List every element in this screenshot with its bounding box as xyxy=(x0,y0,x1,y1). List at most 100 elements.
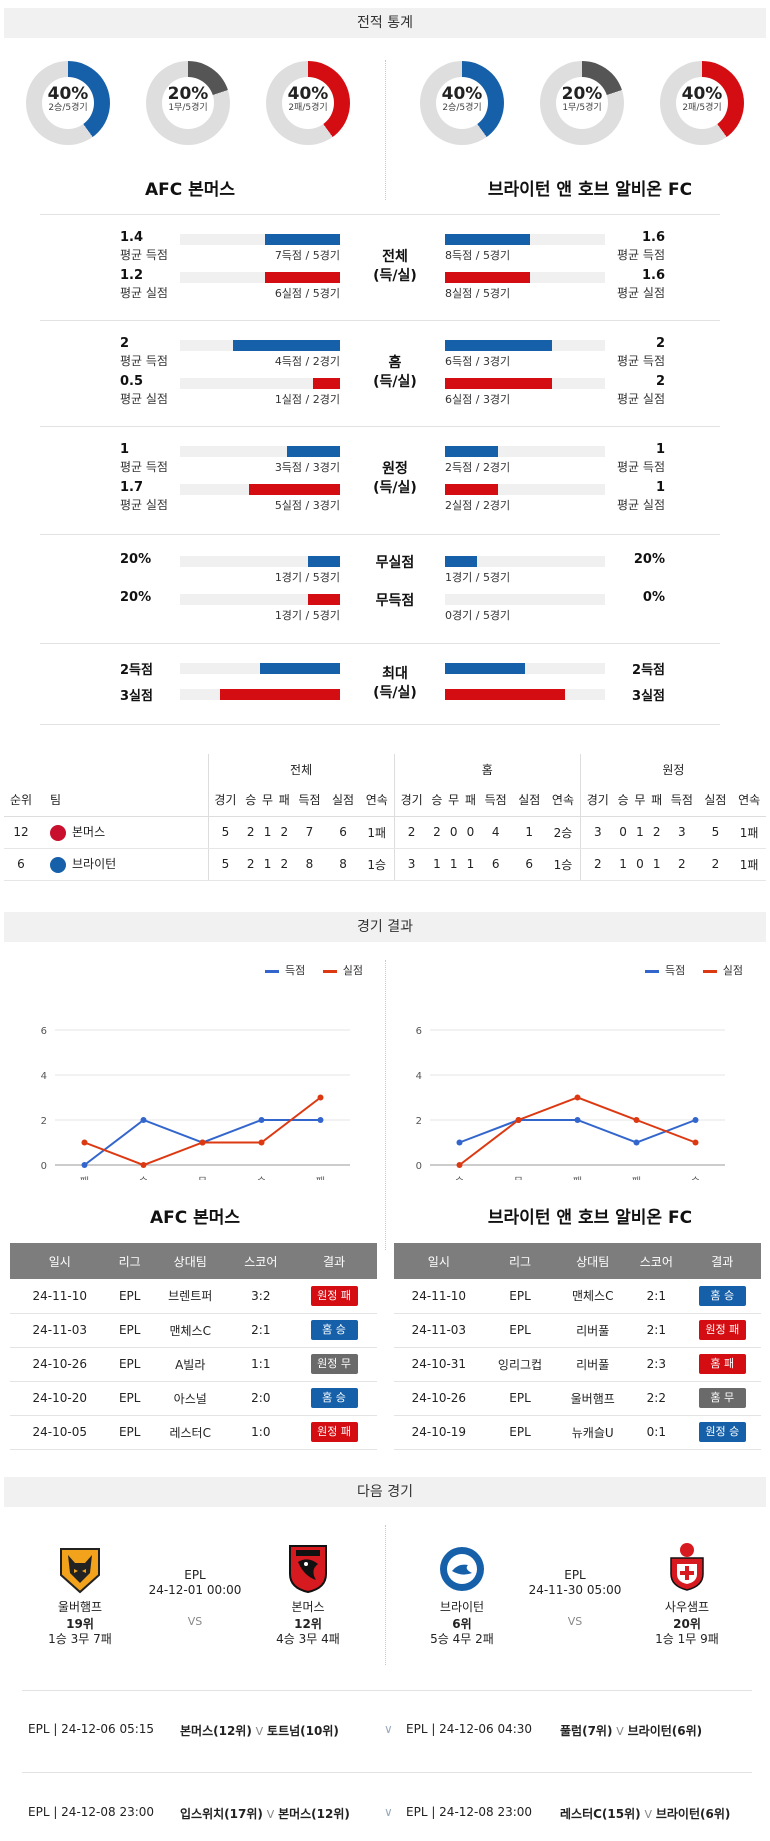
standings-cell: 2 xyxy=(242,816,260,849)
schedule-away: 본머스(12위) xyxy=(278,1807,350,1821)
stats-section-title: 전적 통계 xyxy=(4,8,766,38)
donut-center: 20% 1무/5경기 xyxy=(556,77,608,129)
standings-col-header: 무 xyxy=(631,784,649,817)
result-row[interactable]: 24-10-31 잉리그컵 리버풀 2:3 홈 패 xyxy=(394,1347,761,1382)
right-stat-bar xyxy=(445,272,530,283)
result-cell: 홈 승 xyxy=(291,1381,377,1416)
schedule-vs: V xyxy=(266,1808,275,1821)
right-away-name: 사우샘프 xyxy=(664,1600,710,1614)
left-stat-bar xyxy=(308,594,340,605)
y-tick-label: 2 xyxy=(41,1116,47,1127)
result-date: 24-10-19 xyxy=(394,1415,484,1450)
right-stat-label: 평균 실점 xyxy=(617,286,665,300)
standings-cell: 2 xyxy=(648,816,666,849)
result-row[interactable]: 24-10-19 EPL 뉴캐슬U 0:1 원정 승 xyxy=(394,1415,761,1450)
result-row[interactable]: 24-10-05 EPL 레스터C 1:0 원정 패 xyxy=(10,1415,377,1450)
donut-percent: 40% xyxy=(441,84,483,104)
results-col-header: 결과 xyxy=(683,1243,761,1279)
result-row[interactable]: 24-11-03 EPL 맨체스C 2:1 홈 승 xyxy=(10,1313,377,1348)
schedule-away: 브라이턴(6위) xyxy=(627,1724,703,1738)
result-row[interactable]: 24-10-26 EPL A빌라 1:1 원정 무 xyxy=(10,1347,377,1382)
right-schedule-row-1[interactable]: EPL | 24-12-06 04:30 xyxy=(406,1722,532,1736)
right-bar-track xyxy=(445,594,605,605)
results-header-row: 일시 리그 상대팀 스코어 결과 xyxy=(394,1243,761,1279)
schedule-divider xyxy=(22,1772,752,1773)
result-score: 2:3 xyxy=(629,1347,684,1382)
standings-col-header: 실점 xyxy=(326,784,360,817)
left-bar-track xyxy=(180,272,340,283)
standings-cell: 2 xyxy=(275,848,293,881)
schedule-home: 레스터C(15위) xyxy=(560,1807,641,1821)
donut-subtext: 1무/5경기 xyxy=(168,103,208,113)
standings-col-header: 실점 xyxy=(512,784,547,817)
y-tick-label: 0 xyxy=(416,1161,422,1172)
left-match-league: EPL xyxy=(184,1568,206,1582)
result-row[interactable]: 24-10-20 EPL 아스널 2:0 홈 승 xyxy=(10,1381,377,1416)
left-bar-track xyxy=(180,446,340,457)
result-badge: 원정 무 xyxy=(310,1354,358,1374)
right-match-datetime: 24-11-30 05:00 xyxy=(528,1583,622,1597)
standings-cell: 0 xyxy=(462,816,479,849)
chevron-down-icon: ∨ xyxy=(384,1722,393,1736)
group-sublabel: (득/실) xyxy=(373,480,417,496)
schedule-away: 브라이턴(6위) xyxy=(655,1807,731,1821)
result-row[interactable]: 24-10-26 EPL 울버햄프 2:2 홈 무 xyxy=(394,1381,761,1416)
standings-cell: 1 xyxy=(462,848,479,881)
data-point xyxy=(692,1139,699,1146)
right-results-team: 브라이턴 앤 호브 알비온 FC xyxy=(487,1208,693,1228)
result-row[interactable]: 24-11-03 EPL 리버풀 2:1 원정 패 xyxy=(394,1313,761,1348)
group-sublabel: (득/실) xyxy=(373,685,417,701)
result-row[interactable]: 24-11-10 EPL 브렌트퍼 3:2 원정 패 xyxy=(10,1279,377,1314)
results-col-header: 스코어 xyxy=(629,1243,684,1279)
data-point xyxy=(456,1162,463,1168)
wolves-logo xyxy=(55,1545,105,1595)
right-schedule-row-2[interactable]: EPL | 24-12-08 23:00 xyxy=(406,1805,532,1819)
left-chart-legend: 득점 실점 xyxy=(265,962,363,978)
standings-col-header: 패 xyxy=(648,784,666,817)
standings-row[interactable]: 12 본머스 5 2 1 2 7 6 1패 2 2 0 0 4 1 2승 3 0 1 2 3 5 1패 xyxy=(4,816,766,849)
team-divider xyxy=(385,60,386,200)
right-bar-label: 8실점 / 5경기 xyxy=(445,287,511,300)
left-stat-bar xyxy=(260,663,340,674)
left-schedule-row-1[interactable]: EPL | 24-12-06 05:15 xyxy=(28,1722,154,1736)
result-row[interactable]: 24-11-10 EPL 맨체스C 2:1 홈 승 xyxy=(394,1279,761,1314)
result-opp: 리버풀 xyxy=(556,1313,630,1348)
donut-chart: 20% 1무/5경기 xyxy=(146,61,230,145)
rank-header: 순위 xyxy=(4,784,38,817)
right-stat-label: 평균 득점 xyxy=(617,354,665,368)
legend-scored: 득점 xyxy=(665,964,686,977)
left-schedule-row-2[interactable]: EPL | 24-12-08 23:00 xyxy=(28,1805,154,1819)
donut-subtext: 2패/5경기 xyxy=(682,103,722,113)
result-badge: 원정 패 xyxy=(310,1285,358,1306)
result-opp: 뉴캐슬U xyxy=(556,1415,630,1450)
standings-cell: 5 xyxy=(207,816,243,849)
donut-percent: 40% xyxy=(681,84,723,104)
team-cell: 브라이턴 xyxy=(38,848,208,881)
data-point xyxy=(692,1117,699,1123)
data-point xyxy=(317,1117,324,1123)
standings-cell: 1 xyxy=(428,848,446,881)
right-form-chart: 0 2 4 6 승 무 패 패 승 xyxy=(416,1026,725,1180)
left-stat-value: 1 xyxy=(120,442,130,457)
group-divider xyxy=(40,214,720,215)
standings-row[interactable]: 6 브라이턴 5 2 1 2 8 8 1승 3 1 1 1 6 6 1승 2 1 0 1 2 2 1패 xyxy=(4,848,766,881)
left-stat-value: 1.7 xyxy=(120,480,144,495)
left-bar-label: 6실점 / 5경기 xyxy=(274,287,340,300)
left-bar-track xyxy=(180,378,340,389)
donut-subtext: 2승/5경기 xyxy=(48,103,88,113)
standings-cell: 1패 xyxy=(732,848,766,881)
left-bar-label: 4득점 / 2경기 xyxy=(274,355,340,368)
left-stat-value: 2득점 xyxy=(120,663,153,678)
left-stat-bar xyxy=(308,556,340,567)
left-team-title: AFC 본머스 xyxy=(144,180,236,200)
schedule-divider-top xyxy=(22,1690,752,1691)
donut-center: 20% 1무/5경기 xyxy=(162,77,214,129)
standings-col-header: 패 xyxy=(275,784,293,817)
donut-subtext: 2패/5경기 xyxy=(288,103,328,113)
standings-cell: 2 xyxy=(275,816,293,849)
group-divider xyxy=(40,643,720,644)
right-home-name: 브라이턴 xyxy=(439,1600,485,1614)
right-bar-track xyxy=(445,446,605,457)
data-point xyxy=(81,1162,88,1168)
data-point xyxy=(81,1139,88,1146)
